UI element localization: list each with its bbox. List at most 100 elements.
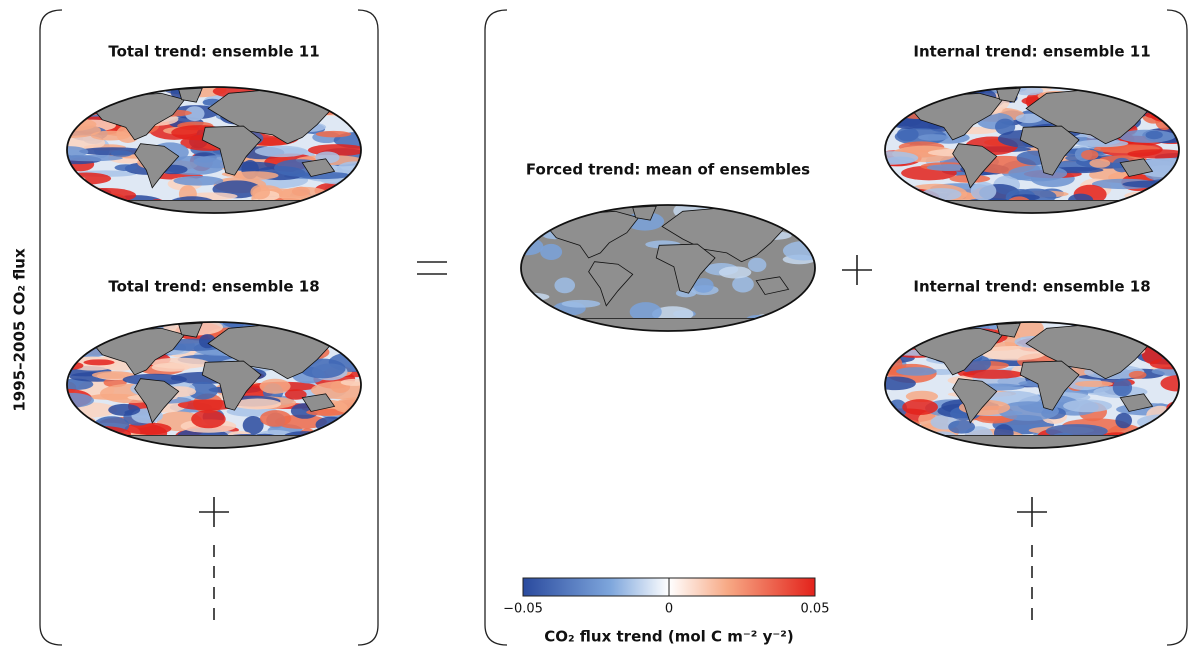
flux-patch [114, 164, 138, 171]
flux-patch [1157, 322, 1179, 333]
flux-patch [885, 87, 910, 105]
flux-patch [67, 427, 82, 440]
land [996, 87, 1021, 103]
flux-patch [970, 181, 997, 201]
flux-patch [1089, 158, 1111, 168]
tick-label: 0.05 [801, 602, 830, 617]
colorbar-label: CO₂ flux trend (mol C m⁻² y⁻²) [544, 628, 793, 646]
flux-patch [1138, 90, 1179, 97]
flux-patch [67, 122, 101, 138]
flux-patch [336, 420, 355, 429]
flux-patch [67, 338, 87, 352]
flux-patch [885, 418, 921, 428]
tick-label: −0.05 [503, 602, 543, 617]
land [201, 125, 262, 176]
flux-patch [309, 87, 328, 97]
flux-patch [185, 106, 205, 122]
flux-patch [1140, 198, 1173, 212]
land [1119, 393, 1154, 412]
map-panel: Total trend: ensemble 18 [66, 278, 362, 449]
colorbar: CO₂ flux trend (mol C m⁻² y⁻²) −0.05 0 0.0… [503, 577, 830, 646]
flux-patch [267, 87, 336, 93]
flux-patch [1112, 378, 1133, 397]
flux-patch [1145, 130, 1163, 140]
flux-patch [693, 278, 714, 293]
flux-patch [1144, 203, 1162, 213]
flux-patch [1132, 192, 1179, 208]
flux-patch [80, 97, 101, 104]
flux-patch [124, 422, 172, 435]
flux-patch [67, 154, 123, 162]
land [178, 87, 203, 103]
flux-patch [331, 206, 361, 213]
land [996, 322, 1021, 338]
flux-patch [1133, 158, 1179, 178]
bracket [1166, 9, 1188, 646]
flux-patch [892, 98, 934, 105]
flux-patch [885, 193, 902, 211]
flux-patch [897, 87, 929, 94]
land [301, 393, 336, 412]
land [907, 92, 1004, 141]
map-field [521, 205, 815, 331]
flux-patch [981, 346, 1047, 361]
flux-patch [67, 100, 105, 118]
flux-patch [110, 150, 133, 157]
flux-patch [242, 416, 264, 435]
flux-patch [885, 183, 924, 203]
flux-patch [1081, 149, 1099, 160]
flux-patch [284, 389, 307, 400]
flux-patch [259, 378, 291, 394]
flux-patch [918, 134, 949, 141]
flux-patch [1114, 323, 1150, 336]
flux-patch [306, 87, 361, 97]
flux-patch [1076, 139, 1129, 148]
land [952, 378, 998, 424]
flux-patch [1127, 149, 1179, 159]
flux-patch [1110, 322, 1176, 334]
map-panel: Internal trend: ensemble 11 [884, 43, 1180, 214]
flux-patch [331, 333, 360, 351]
flux-patch [561, 299, 601, 308]
flux-patch [67, 411, 82, 427]
flux-patch [1015, 113, 1043, 124]
flux-patch [91, 371, 135, 379]
flux-patch [67, 427, 96, 434]
flux-patch [1146, 322, 1179, 332]
flux-patch [886, 444, 918, 448]
flux-patch [1008, 165, 1068, 182]
flux-patch [72, 87, 94, 100]
flux-patch [885, 376, 916, 391]
flux-patch [886, 87, 910, 100]
flux-patch [901, 328, 920, 345]
flux-patch [797, 210, 815, 223]
panel-title: Total trend: ensemble 11 [108, 43, 319, 61]
flux-patch [1045, 424, 1108, 439]
flux-patch [962, 369, 1024, 379]
land [134, 143, 180, 189]
map-field [885, 87, 1179, 213]
flux-patch [70, 203, 137, 210]
flux-patch [348, 441, 361, 448]
tick-label: 0 [665, 602, 673, 617]
map-outline [884, 86, 1180, 214]
flux-patch [1119, 87, 1170, 91]
y-label: 1995–2005 CO₂ flux [11, 248, 29, 412]
flux-patch [324, 441, 361, 448]
flux-patch [67, 322, 123, 333]
flux-patch [1121, 87, 1170, 98]
land [885, 434, 1179, 448]
flux-patch [1162, 181, 1179, 189]
flux-patch [67, 172, 112, 185]
flux-patch [108, 403, 141, 416]
map-field [67, 322, 361, 448]
flux-patch [1144, 322, 1179, 331]
panel-title: Total trend: ensemble 18 [108, 278, 319, 296]
flux-patch [318, 434, 346, 448]
map-outline [66, 321, 362, 449]
flux-patch [732, 276, 754, 293]
flux-patch [554, 277, 576, 294]
flux-patch [1135, 433, 1168, 448]
flux-patch [1074, 380, 1113, 388]
flux-patch [885, 206, 934, 213]
